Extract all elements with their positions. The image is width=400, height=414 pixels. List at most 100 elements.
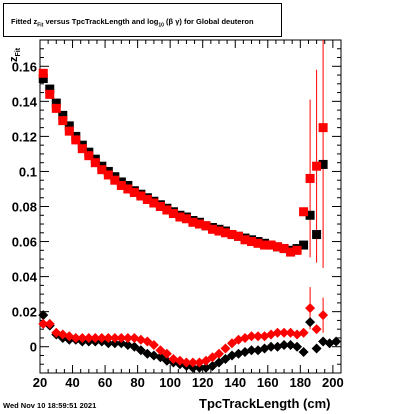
black-diamond-point [266, 341, 277, 352]
red-square-point [292, 245, 302, 255]
red-square-point [240, 235, 250, 245]
red-square-point [201, 221, 211, 231]
y-tick-label: 0.14 [12, 94, 38, 109]
red-square-point [227, 230, 237, 240]
red-diamond-point [226, 338, 237, 349]
red-square-point [181, 214, 191, 224]
black-square-point [38, 74, 48, 84]
red-square-point [279, 244, 289, 254]
red-diamond-point [272, 327, 283, 338]
chart-title: Fitted zFit versus TpcTrackLength and lo… [11, 17, 254, 29]
red-square-point [38, 68, 48, 78]
black-diamond-point [194, 362, 205, 373]
red-square-point [162, 205, 172, 215]
red-square-point [233, 231, 243, 241]
red-square-point [110, 175, 120, 185]
y-tick-label: 0.12 [12, 129, 37, 144]
red-diamond-point [213, 348, 224, 359]
red-diamond-point [318, 310, 329, 321]
black-diamond-point [220, 353, 231, 364]
black-diamond-point [38, 310, 49, 321]
red-diamond-point [38, 318, 49, 329]
red-square-point [97, 165, 107, 175]
red-square-point [155, 202, 165, 211]
black-diamond-point [103, 338, 114, 349]
chart-title-box: Fitted zFit versus TpcTrackLength and lo… [3, 3, 282, 37]
red-square-point [312, 161, 322, 171]
red-diamond-point [109, 332, 120, 343]
footer-date: Wed Nov 10 18:59:51 2021 [3, 401, 97, 410]
x-tick-label: 180 [289, 375, 311, 390]
red-diamond-point [57, 329, 68, 340]
x-tick-label: 200 [322, 375, 344, 390]
red-square-point [103, 170, 113, 180]
x-tick-label: 140 [224, 375, 246, 390]
red-diamond-point [96, 332, 107, 343]
red-square-point [71, 135, 81, 145]
x-tick-label: 160 [257, 375, 279, 390]
red-square-point [207, 224, 217, 234]
red-square-point [247, 237, 257, 247]
red-square-point [142, 194, 152, 204]
red-square-point [64, 126, 74, 136]
red-square-point [194, 219, 204, 229]
red-square-point [45, 89, 55, 99]
black-diamond-point [135, 345, 146, 356]
red-diamond-point [155, 345, 166, 356]
black-diamond-point [279, 339, 290, 350]
black-square-point [58, 110, 68, 120]
red-square-point [58, 116, 68, 126]
red-square-point [129, 187, 139, 197]
red-diamond-point [142, 336, 153, 347]
red-diamond-point [246, 331, 257, 342]
black-square-point [299, 240, 309, 250]
black-square-point [318, 159, 328, 169]
red-square-point [77, 144, 87, 154]
red-square-point [116, 180, 126, 190]
black-diamond-point [331, 336, 342, 347]
plot-frame [39, 39, 342, 374]
red-square-point [84, 151, 94, 161]
black-diamond-point [298, 346, 309, 357]
x-tick-label: 80 [130, 375, 144, 390]
black-square-point [64, 121, 74, 131]
x-tick-label: 20 [33, 375, 47, 390]
black-diamond-point [311, 343, 322, 354]
red-diamond-point [83, 332, 94, 343]
black-diamond-point [207, 360, 218, 371]
red-square-point [90, 158, 100, 168]
red-diamond-point [77, 332, 88, 343]
red-square-point [51, 103, 61, 113]
black-diamond-point [122, 339, 133, 350]
red-diamond-point [90, 332, 101, 343]
red-square-point [299, 207, 309, 217]
black-diamond-point [246, 345, 257, 356]
red-square-point [136, 191, 146, 201]
red-square-point [266, 240, 276, 250]
y-tick-label: 0.08 [12, 200, 37, 215]
red-square-point [286, 247, 296, 257]
red-square-point [253, 238, 263, 248]
black-diamond-point [305, 317, 316, 328]
red-diamond-point [298, 327, 309, 338]
y-tick-label: 0.04 [12, 270, 38, 285]
y-axis-title-main: z [8, 56, 20, 62]
black-diamond-point [109, 338, 120, 349]
red-square-point [273, 242, 283, 252]
black-diamond-point [187, 362, 198, 373]
x-tick-label: 60 [98, 375, 112, 390]
black-diamond-point [155, 352, 166, 363]
red-diamond-point [200, 355, 211, 366]
y-axis-title: zFit [8, 47, 22, 62]
y-tick-label: 0.02 [12, 305, 37, 320]
red-square-point [220, 228, 230, 238]
red-square-point [175, 212, 185, 222]
red-square-point [260, 240, 270, 250]
red-diamond-point [103, 332, 114, 343]
black-diamond-point [129, 341, 140, 352]
red-square-point [149, 198, 159, 208]
red-square-point [168, 209, 178, 219]
red-diamond-point [181, 357, 192, 368]
red-diamond-point [70, 332, 81, 343]
y-tick-label: 0.16 [12, 59, 37, 74]
